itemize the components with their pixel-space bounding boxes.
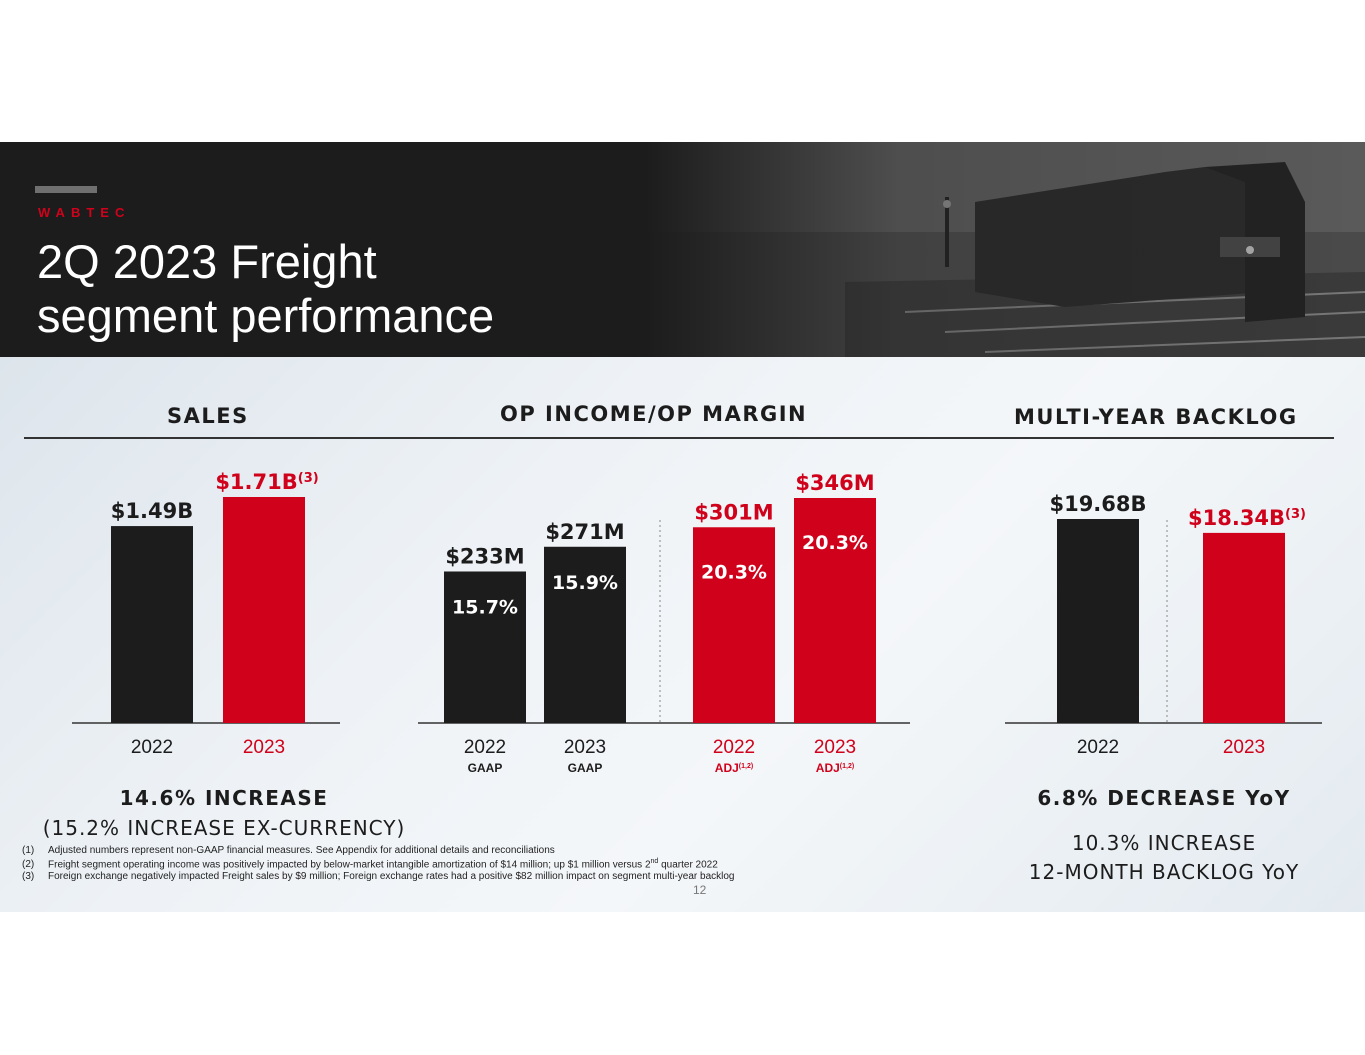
- chart-3-value-label-2: $18.34B(3): [1188, 506, 1306, 530]
- backlog-summary-main: 6.8% DECREASE YoY: [1037, 786, 1291, 810]
- chart-2-bar-4: [794, 498, 876, 723]
- chart-2-bar-3: [693, 527, 775, 723]
- backlog-summary-sub-1: 10.3% INCREASE: [1071, 831, 1257, 855]
- page-title: 2Q 2023 Freight segment performance: [37, 235, 657, 343]
- backlog-summary-sub-2: 12-MONTH BACKLOG YoY: [1028, 860, 1300, 884]
- chart-2-value-label-1: $233M: [445, 544, 524, 568]
- chart-2-category-label-1: 2022: [464, 737, 506, 758]
- chart-2-bar-2: [544, 546, 626, 723]
- chart-3-bar-2: [1203, 532, 1285, 723]
- chart-3-category-label-2: 2023: [1223, 737, 1265, 758]
- chart-1-value-label-1: $1.49B: [111, 499, 193, 523]
- chart-2-bar-1: [444, 571, 526, 723]
- chart-1-category-label-1: 2022: [131, 737, 173, 758]
- slide: WABTEC 2Q 2023 Freight segment performan…: [0, 142, 1365, 912]
- chart-2-category-label-3: 2022: [713, 737, 755, 758]
- chart-2-value-label-3: $301M: [694, 500, 773, 524]
- chart-2-margin-label-3: 20.3%: [701, 561, 767, 583]
- section-divider-rule: [24, 437, 1334, 439]
- sales-summary-main: 14.6% INCREASE: [119, 786, 329, 810]
- brand-bar: [35, 186, 97, 193]
- title-line-1: 2Q 2023 Freight: [37, 235, 377, 288]
- chart-2-value-label-4: $346M: [795, 471, 874, 495]
- chart-3-category-label-1: 2022: [1077, 737, 1119, 758]
- chart-2-category-label-2: 2023: [564, 737, 606, 758]
- chart-2-category-label-4: 2023: [814, 737, 856, 758]
- chart-2-value-label-2: $271M: [545, 520, 624, 544]
- title-line-2: segment performance: [37, 289, 495, 342]
- chart-1-bar-1: [111, 526, 193, 723]
- footnote-3: (3) Foreign exchange negatively impacted …: [22, 871, 735, 882]
- chart-1-category-label-2: 2023: [243, 737, 285, 758]
- chart-1-value-label-2: $1.71B(3): [215, 470, 318, 494]
- chart-3-bar-1: [1057, 519, 1139, 723]
- brand-name: WABTEC: [38, 205, 131, 220]
- section-title-backlog: MULTI-YEAR BACKLOG: [1014, 405, 1298, 429]
- chart-2-sublabel-3: ADJ(1,2): [715, 761, 753, 775]
- section-title-sales: SALES: [167, 404, 249, 428]
- chart-3-value-label-1: $19.68B: [1049, 492, 1146, 516]
- footnote-2: (2) Freight segment operating income was …: [22, 858, 718, 871]
- header-banner: WABTEC 2Q 2023 Freight segment performan…: [0, 142, 1365, 357]
- chart-2-sublabel-4: ADJ(1,2): [816, 761, 854, 775]
- footnote-1: (1) Adjusted numbers represent non-GAAP f…: [22, 845, 555, 856]
- train-photo: [645, 142, 1365, 357]
- chart-2-margin-label-4: 20.3%: [802, 532, 868, 554]
- chart-1-bar-2: [223, 497, 305, 723]
- page-number: 12: [693, 883, 707, 897]
- chart-2-margin-label-2: 15.9%: [552, 572, 618, 594]
- chart-2-margin-label-1: 15.7%: [452, 596, 518, 618]
- chart-2-sublabel-2: GAAP: [568, 761, 603, 775]
- sales-summary-sub: (15.2% INCREASE EX-CURRENCY): [42, 816, 406, 840]
- section-title-op-income: OP INCOME/OP MARGIN: [500, 402, 808, 426]
- chart-2-sublabel-1: GAAP: [468, 761, 503, 775]
